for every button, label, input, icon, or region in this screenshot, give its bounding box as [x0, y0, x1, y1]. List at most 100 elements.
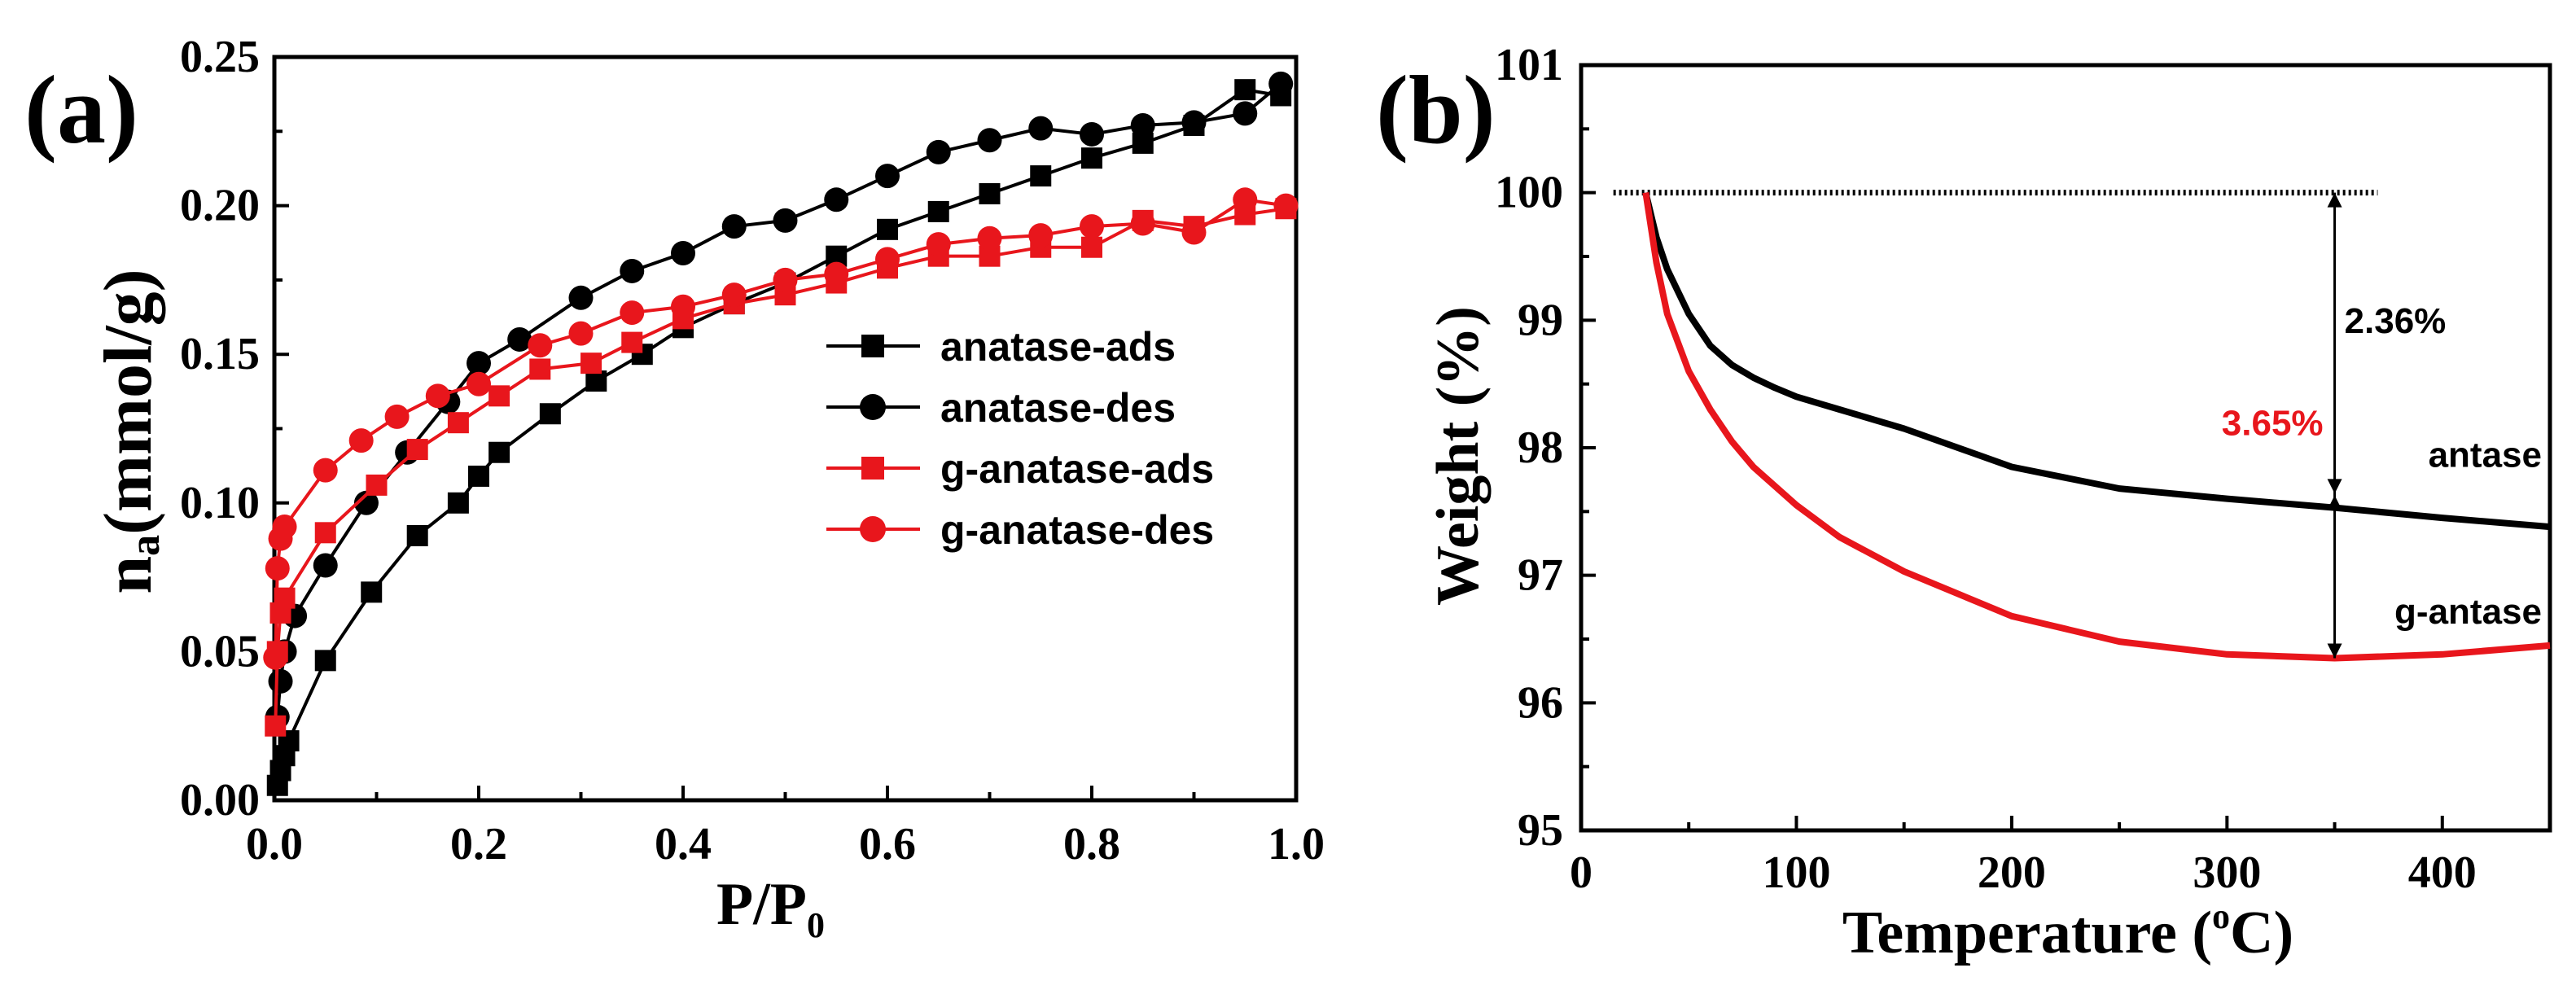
panel-b-ticks: 0 100 200 300 400 95 96 97 98 99 100 101 — [1495, 40, 2477, 898]
data-point-circle — [926, 232, 951, 257]
legend-label: anatase-ads — [940, 324, 1176, 370]
ylabel-main: n — [90, 556, 166, 594]
xlabel-main: P/P — [716, 871, 807, 938]
ylabel-rest: (mmol/g) — [90, 269, 166, 535]
panel-a-series — [263, 71, 1299, 796]
arrow-head — [2327, 479, 2342, 494]
b-x-tick-label: 0 — [1570, 847, 1592, 898]
data-point-circle — [1181, 110, 1207, 135]
data-point-circle — [348, 428, 374, 453]
data-point-circle — [620, 258, 645, 283]
data-point-circle — [620, 300, 645, 326]
arrow-head — [2327, 192, 2342, 208]
arrow-head — [2327, 643, 2342, 659]
b-x-tick-label: 300 — [2193, 847, 2261, 898]
data-point-circle — [1080, 214, 1104, 239]
panel-a-y-axis-title: na(mmol/g) — [90, 269, 169, 593]
data-point-square — [539, 403, 561, 425]
data-point-circle — [977, 226, 1002, 251]
panel-a: (a) 0.0 0.2 0.4 0.6 0.8 1.00.000.050.100.150.… — [24, 32, 1325, 945]
data-point-square — [585, 370, 607, 392]
data-point-circle — [268, 668, 293, 694]
panel-a-x-axis-title: P/P0 — [716, 871, 825, 945]
data-point-circle — [824, 261, 849, 287]
legend-label: g-anatase-ads — [940, 446, 1214, 492]
data-point-square — [1081, 236, 1102, 258]
panel-b: (b) 0 100 200 300 400 95 96 97 98 99 100 101 2.36% 3… — [1376, 40, 2552, 966]
label-g-antase: g-antase — [2394, 592, 2542, 632]
data-point-square — [468, 465, 489, 487]
legend-item-g-anatase-des: g-anatase-des — [826, 507, 1214, 553]
data-point-square — [361, 581, 383, 603]
data-point-circle — [1233, 187, 1258, 212]
data-point-circle — [384, 404, 410, 429]
data-point-square — [621, 331, 643, 353]
panel-b-plot-frame — [1579, 63, 2552, 833]
panel-b-series: 2.36% 3.65% antase g-antase — [1613, 190, 2551, 662]
legend-item-anatase-des: anatase-des — [826, 385, 1176, 431]
xlabel-b-main: Temperature ( — [1842, 900, 2212, 966]
data-point-circle — [671, 241, 695, 266]
data-point-circle — [1130, 211, 1155, 236]
data-point-circle — [1233, 101, 1258, 126]
data-point-circle — [507, 326, 532, 352]
ylabel-sub: a — [122, 535, 169, 556]
panel-a-label: (a) — [24, 55, 138, 164]
data-point-circle — [1181, 220, 1207, 245]
b-y-tick-label: 101 — [1495, 40, 1563, 90]
a-x-tick-label: 0.6 — [859, 819, 916, 869]
b-y-tick-label: 99 — [1518, 295, 1563, 345]
b-y-tick-label: 96 — [1518, 677, 1563, 728]
a-y-tick-label: 0.10 — [180, 478, 260, 528]
data-point-circle — [467, 351, 491, 376]
data-point-circle — [313, 458, 338, 483]
a-x-tick-label: 0.8 — [1063, 819, 1120, 869]
a-y-tick-label: 0.25 — [180, 32, 260, 82]
xlabel-b-sup: o — [2212, 896, 2230, 936]
data-point-circle — [528, 333, 553, 358]
b-x-tick-label: 100 — [1762, 847, 1830, 898]
a-y-tick-label: 0.00 — [180, 775, 260, 826]
data-point-circle — [272, 515, 297, 540]
data-point-circle — [773, 267, 798, 292]
data-point-square — [529, 358, 551, 380]
data-point-square — [861, 457, 884, 480]
series-antase — [1642, 191, 2551, 531]
data-point-square — [1234, 79, 1256, 101]
data-point-circle — [875, 164, 900, 189]
data-point-circle — [721, 282, 747, 308]
b-y-tick-label: 95 — [1518, 805, 1563, 856]
panel-a-legend: anatase-ads anatase-des g-anatase-ads g-ana… — [826, 324, 1214, 553]
data-point-square — [366, 474, 388, 496]
xlabel-sub: 0 — [807, 905, 825, 945]
data-point-circle — [1080, 121, 1104, 147]
data-point-circle — [926, 139, 951, 164]
data-point-circle — [860, 516, 886, 542]
data-point-square — [861, 335, 884, 357]
b-y-tick-label: 100 — [1495, 168, 1563, 218]
data-point-circle — [977, 128, 1002, 153]
legend-label: g-anatase-des — [940, 507, 1214, 553]
legend-item-anatase-ads: anatase-ads — [826, 324, 1176, 370]
annotation-3.65: 3.65% — [2222, 403, 2324, 443]
data-point-circle — [467, 371, 491, 396]
label-antase: antase — [2429, 436, 2542, 475]
a-x-tick-label: 0.0 — [246, 819, 303, 869]
series-line — [275, 88, 1281, 786]
data-point-circle — [824, 187, 849, 212]
a-y-tick-label: 0.15 — [180, 329, 260, 379]
xlabel-b-tail: C) — [2230, 900, 2293, 966]
a-y-tick-label: 0.05 — [180, 626, 260, 677]
data-point-circle — [1268, 71, 1294, 96]
data-point-circle — [1028, 116, 1054, 141]
panel-a-ticks: 0.0 0.2 0.4 0.6 0.8 1.0 0.00 0.05 0.10 0.15 0.20 0.… — [180, 32, 1325, 869]
data-point-square — [580, 353, 602, 374]
a-x-tick-label: 0.4 — [655, 819, 712, 869]
a-x-tick-label: 0.2 — [450, 819, 507, 869]
data-point-circle — [773, 208, 798, 233]
data-point-square — [447, 492, 469, 514]
ylabel-b: Weight (%) — [1425, 306, 1492, 606]
series-g-antase — [1642, 192, 2551, 662]
b-y-tick-label: 97 — [1518, 550, 1563, 601]
